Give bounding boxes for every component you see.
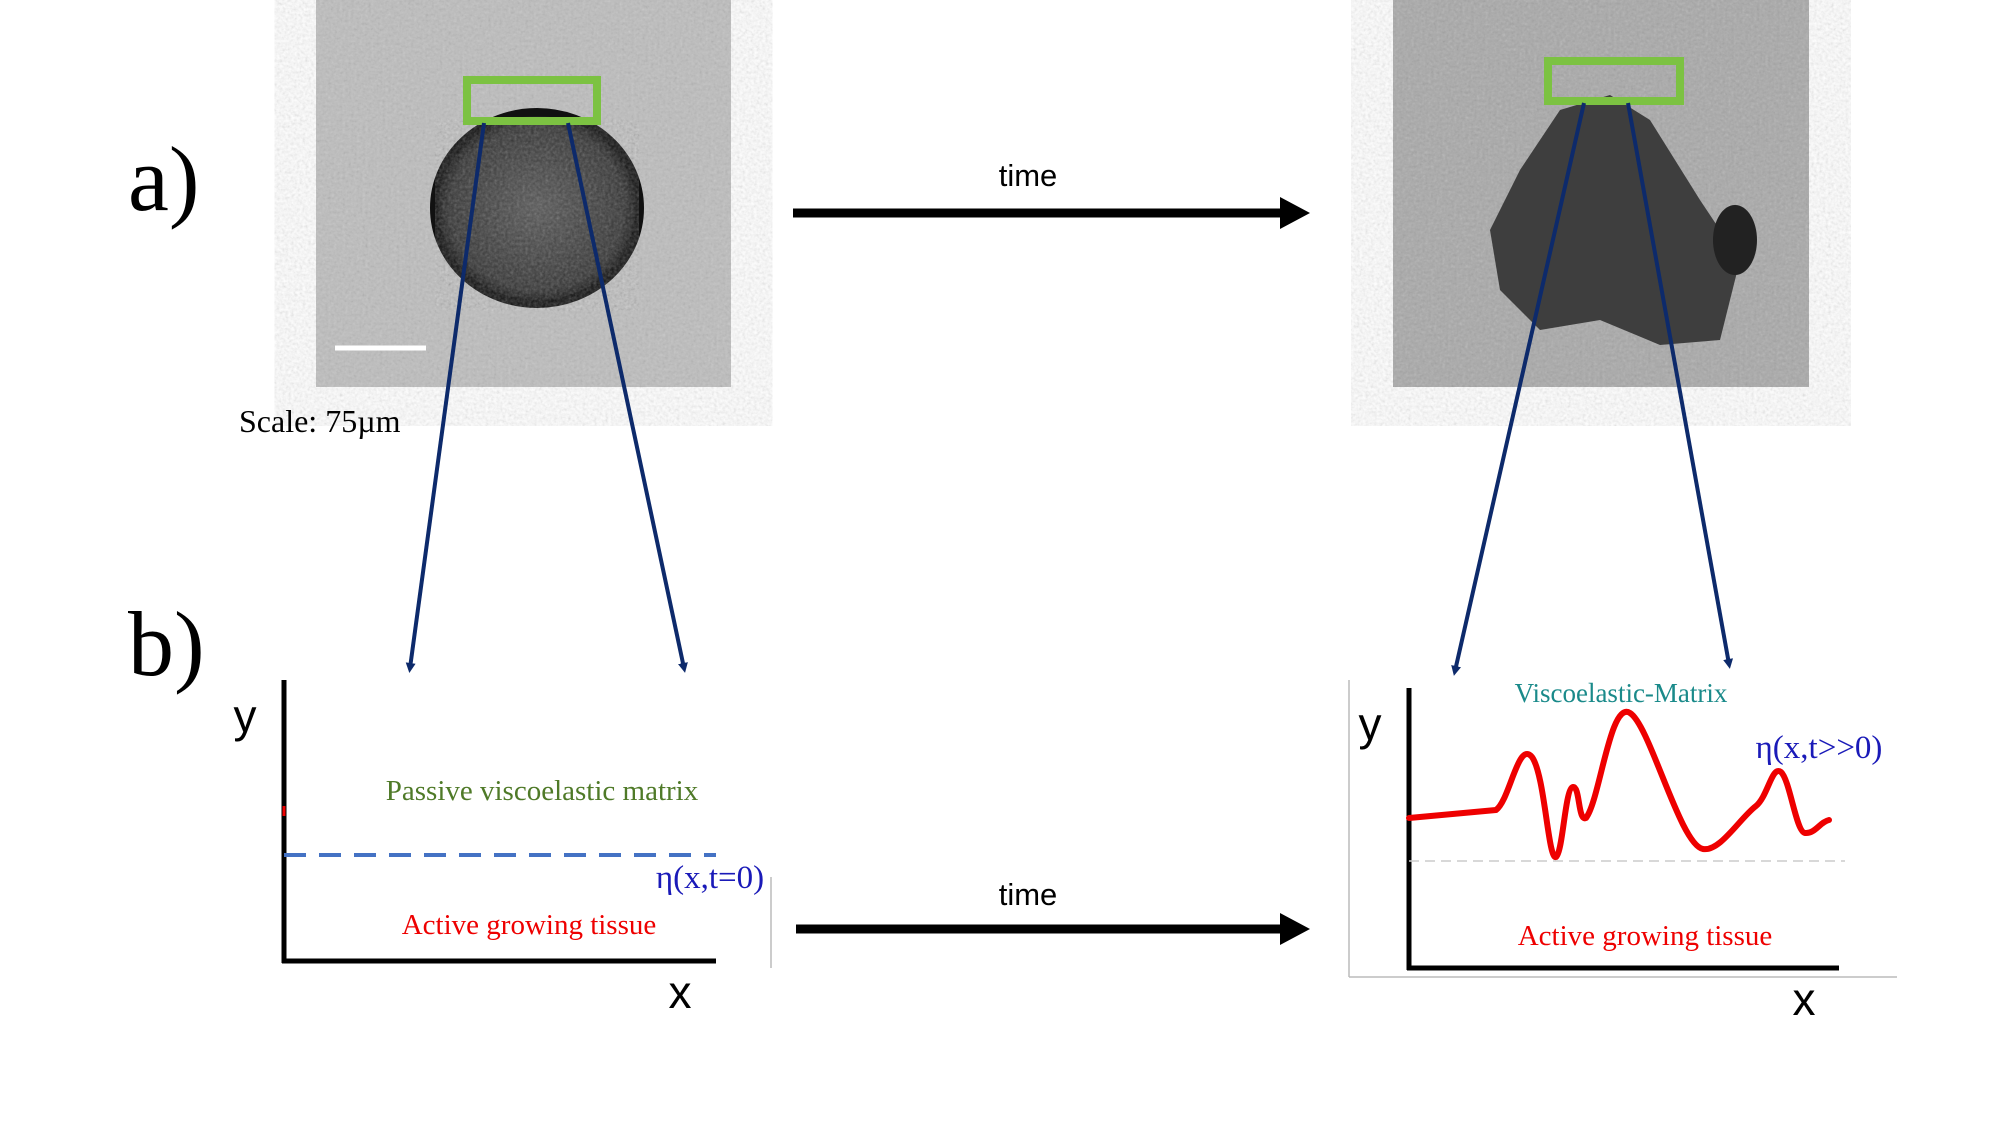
zoom-arrows (405, 102, 1734, 676)
arrow-label: time (999, 158, 1058, 193)
plot-later (1348, 680, 1897, 978)
interface-label: η(x,t=0) (656, 860, 764, 896)
plot-initial (281, 680, 772, 968)
interface-label: η(x,t>>0) (1756, 730, 1883, 766)
x-axis-label: x (1793, 973, 1816, 1025)
region-label: Active growing tissue (402, 909, 657, 941)
panel-label: b) (128, 593, 205, 695)
panel-label: a) (128, 128, 199, 230)
region-label: Passive viscoelastic matrix (386, 775, 699, 807)
micrograph-initial (316, 0, 731, 387)
region-label: Active growing tissue (1518, 920, 1773, 952)
arrow-label: time (999, 877, 1058, 912)
y-axis-label: y (234, 690, 257, 742)
scale-label: Scale: 75µm (239, 403, 401, 439)
micrograph-later (1393, 0, 1809, 387)
x-axis-label: x (669, 966, 692, 1018)
y-axis-label: y (1359, 698, 1382, 750)
region-label: Viscoelastic-Matrix (1515, 678, 1728, 708)
